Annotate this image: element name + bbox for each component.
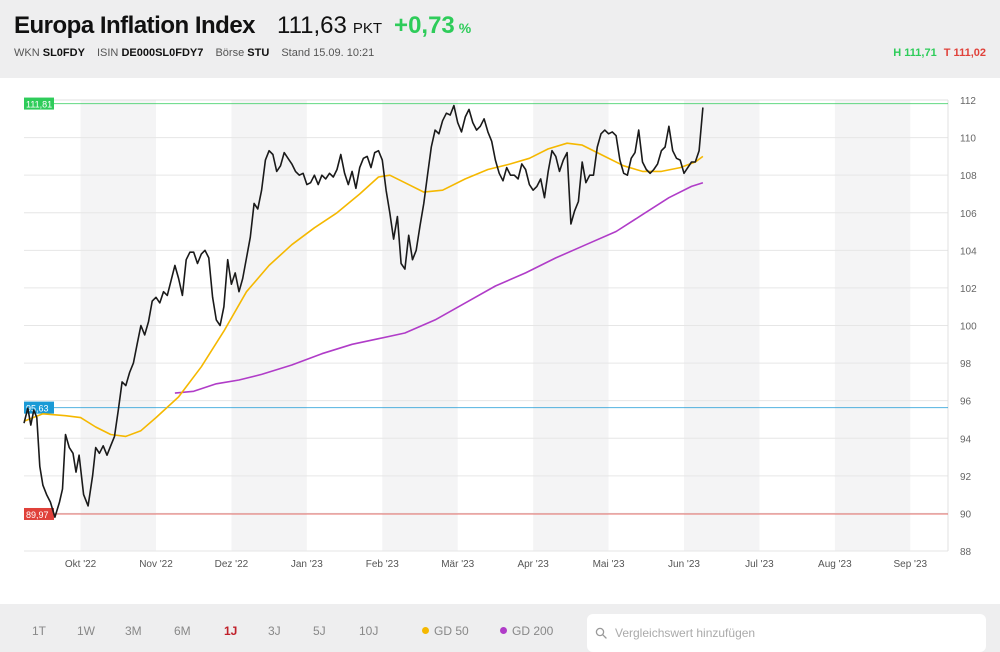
y-tick-label: 102 xyxy=(960,284,977,295)
x-tick-label: Mär '23 xyxy=(441,559,474,570)
start-reference-label: 95,63 xyxy=(26,404,49,414)
x-tick-label: Apr '23 xyxy=(517,559,549,570)
x-tick-label: Mai '23 xyxy=(593,559,625,570)
grid-lines xyxy=(24,99,949,552)
current-price: 111,63 xyxy=(277,12,347,39)
compare-search[interactable] xyxy=(587,614,986,652)
high-reference-label: 111,81 xyxy=(26,100,52,110)
high-reference-badge xyxy=(24,97,54,110)
gd50-dot-icon xyxy=(422,627,429,634)
chart-controls: 1T 1W 3M 6M 1J 3J 5J 10J GD 50 GD 200 xyxy=(0,606,1000,652)
x-tick-label: Jan '23 xyxy=(291,559,323,570)
quote-title-row: Europa Inflation Index 111,63 PKT +0,73 … xyxy=(14,12,471,40)
y-tick-label: 96 xyxy=(960,397,972,408)
start-reference-badge xyxy=(24,401,54,414)
legend-gd200-label: GD 200 xyxy=(512,624,554,638)
gd200-series-line xyxy=(174,181,704,394)
wkn-label: WKN xyxy=(14,47,40,59)
legend-gd50-label: GD 50 xyxy=(434,624,469,638)
x-tick-label: Feb '23 xyxy=(366,559,399,570)
legend-gd200[interactable]: GD 200 xyxy=(500,624,553,638)
price-chart[interactable]: 111,81 95,63 89,97 88 90 92 94 96 98 100 102 104 10… xyxy=(0,78,1000,604)
range-1w-button[interactable]: 1W xyxy=(77,624,95,638)
wkn-value: SL0FDY xyxy=(42,47,85,59)
gd200-dot-icon xyxy=(500,627,507,634)
exchange-value: STU xyxy=(247,47,270,59)
x-tick-label: Dez '22 xyxy=(215,559,249,570)
range-3m-button[interactable]: 3M xyxy=(125,624,142,638)
range-5j-button[interactable]: 5J xyxy=(313,624,326,638)
low-reference-label: 89,97 xyxy=(26,510,49,520)
y-axis: 88 90 92 94 96 98 100 102 104 106 108 110 112 xyxy=(960,96,977,558)
x-tick-label: Nov '22 xyxy=(139,559,173,570)
range-10j-button[interactable]: 10J xyxy=(359,624,379,638)
timestamp: Stand 15.09. 10:21 xyxy=(281,47,375,59)
x-tick-label: Okt '22 xyxy=(65,559,97,570)
instrument-meta: WKN SL0FDY ISIN DE000SL0FDY7 Börse STU S… xyxy=(14,47,374,59)
x-axis: Okt '22 Nov '22 Dez '22 Jan '23 Feb '23 Mär '… xyxy=(65,559,928,570)
y-tick-label: 110 xyxy=(960,134,976,145)
search-icon xyxy=(595,627,607,639)
quote-header: Europa Inflation Index 111,63 PKT +0,73 … xyxy=(0,0,1000,76)
price-unit: PKT xyxy=(352,20,383,37)
range-6m-button[interactable]: 6M xyxy=(174,624,191,638)
isin-label: ISIN xyxy=(96,47,119,59)
legend-gd50[interactable]: GD 50 xyxy=(422,624,469,638)
gd50-series-line xyxy=(23,142,704,438)
y-tick-label: 106 xyxy=(960,209,977,220)
range-3j-button[interactable]: 3J xyxy=(268,624,281,638)
low-reference-badge xyxy=(24,507,54,520)
y-tick-label: 108 xyxy=(960,171,977,182)
y-tick-label: 94 xyxy=(960,434,972,445)
y-tick-label: 92 xyxy=(960,472,972,483)
y-tick-label: 88 xyxy=(960,547,972,558)
y-tick-label: 104 xyxy=(960,246,977,257)
day-low: T 111,02 xyxy=(943,47,986,59)
page-title: Europa Inflation Index xyxy=(14,12,256,39)
x-tick-label: Jul '23 xyxy=(745,559,774,570)
range-1t-button[interactable]: 1T xyxy=(32,624,47,638)
y-tick-label: 100 xyxy=(960,322,977,333)
reference-lines: 111,81 95,63 89,97 xyxy=(24,97,948,520)
day-high: H 111,71 xyxy=(893,47,937,59)
x-tick-label: Aug '23 xyxy=(818,559,852,570)
x-tick-label: Sep '23 xyxy=(893,559,927,570)
price-series-line xyxy=(23,104,704,518)
price-change: +0,73 xyxy=(394,12,455,39)
isin-value: DE000SL0FDY7 xyxy=(121,47,204,59)
chart-series xyxy=(23,104,704,518)
x-tick-label: Jun '23 xyxy=(668,559,700,570)
y-tick-label: 112 xyxy=(960,96,976,107)
high-low: H 111,71 T 111,02 xyxy=(893,47,986,59)
compare-search-input[interactable] xyxy=(613,622,977,644)
y-tick-label: 98 xyxy=(960,359,972,370)
exchange-label: Börse xyxy=(215,47,245,59)
price-change-unit: % xyxy=(458,20,472,36)
chart-area[interactable]: 111,81 95,63 89,97 88 90 92 94 96 98 100 102 104 10… xyxy=(0,78,1000,604)
range-1j-button[interactable]: 1J xyxy=(224,624,238,638)
y-tick-label: 90 xyxy=(960,509,972,520)
